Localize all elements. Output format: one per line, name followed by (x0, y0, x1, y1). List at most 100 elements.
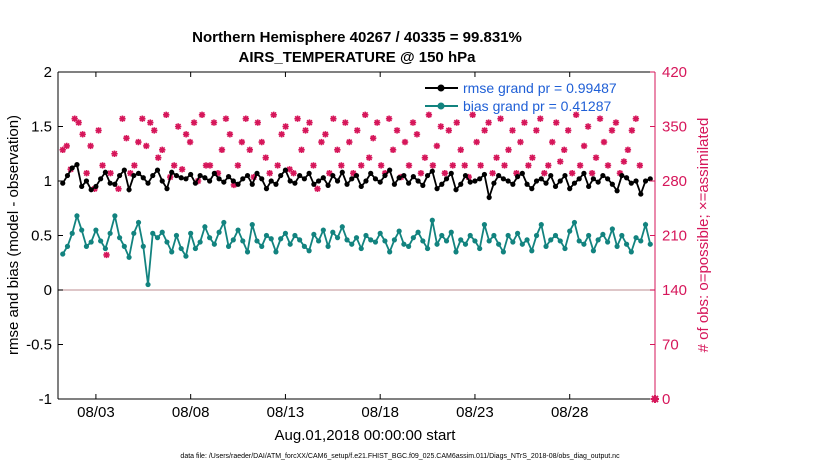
rmse-point (486, 194, 492, 200)
rmse-point (169, 169, 175, 175)
obs-count-point (143, 142, 150, 150)
obs-count-point (521, 119, 528, 126)
obs-count-point (620, 158, 628, 165)
obs-count-point (505, 146, 512, 154)
obs-count-point (163, 111, 170, 119)
rmse-point (391, 181, 398, 187)
rmse-point (297, 172, 303, 179)
bias-point (344, 237, 350, 243)
chart-title: Northern Hemisphere 40267 / 40335 = 99.8… (192, 29, 522, 46)
data-file-footer: data file: /Users/raeder/DAI/ATM_forcXX/… (180, 453, 620, 460)
obs-count-point (186, 138, 194, 146)
rmse-point (481, 171, 488, 178)
obs-count-point (99, 162, 106, 169)
obs-count-point (362, 111, 369, 119)
x-tick-label: 08/18 (361, 404, 399, 421)
bias-point (377, 230, 383, 236)
obs-count-point (553, 119, 560, 126)
obs-count-point (310, 162, 317, 169)
rmse-point (349, 176, 355, 182)
rmse-point (344, 181, 350, 187)
obs-count-point (290, 170, 297, 177)
rmse-point (273, 181, 279, 187)
obs-count-point (545, 162, 552, 169)
rmse-point (429, 168, 435, 174)
bias-point (154, 235, 161, 241)
bias-point (349, 241, 355, 247)
bias-point (647, 241, 653, 247)
rmse-point (586, 183, 592, 190)
obs-count-point (306, 119, 313, 126)
y-axis-ticks: -1 -0.5 0 0.5 1 1.5 2 (26, 64, 63, 408)
rmse-point (567, 186, 573, 192)
rmse-point (154, 167, 161, 173)
obs-count-point (222, 115, 230, 122)
bias-point (481, 222, 488, 228)
obs-count-point (83, 170, 90, 177)
obs-count-point (202, 162, 210, 169)
obs-count-point (318, 138, 325, 146)
rmse-point (505, 178, 511, 184)
y-right-tick-label: 140 (662, 282, 687, 299)
rmse-point (524, 181, 530, 187)
rmse-point (595, 179, 601, 185)
y-tick-label: 2 (44, 64, 52, 81)
bias-point (69, 230, 75, 236)
rmse-point (387, 167, 393, 173)
obs-count-point (230, 181, 238, 189)
obs-count-point (302, 127, 309, 134)
rmse-point (311, 181, 317, 187)
obs-count-point (389, 146, 397, 154)
bias-point (188, 230, 194, 236)
obs-count-point (449, 162, 456, 169)
obs-count-point (346, 138, 353, 146)
legend-bias-marker (437, 102, 445, 110)
obs-count-point (473, 138, 480, 146)
rmse-point (263, 186, 270, 192)
obs-count-point (525, 162, 532, 169)
bias-point (83, 243, 90, 249)
rmse-point (211, 170, 217, 176)
rmse-point (150, 172, 156, 179)
rmse-point (619, 172, 625, 179)
bias-point (98, 238, 104, 244)
rmse-point (439, 181, 445, 187)
rmse-point (282, 167, 289, 173)
bias-point (353, 235, 360, 241)
rmse-point (60, 180, 66, 186)
bias-point (135, 219, 142, 226)
rmse-point (69, 165, 75, 171)
rmse-point (633, 178, 639, 184)
obs-count-point (600, 138, 608, 146)
bias-point (467, 232, 473, 239)
rmse-point (614, 188, 620, 194)
rmse-point (590, 176, 597, 182)
rmse-point (202, 175, 208, 181)
bias-point (500, 249, 506, 255)
rmse-point (372, 176, 379, 182)
obs-count-point (465, 173, 472, 181)
rmse-point (102, 169, 108, 175)
obs-count-point (584, 123, 592, 130)
bias-point (60, 251, 66, 257)
obs-count-point (254, 119, 261, 126)
rmse-point (377, 179, 383, 185)
bias-point (595, 237, 601, 243)
obs-count-point (373, 119, 381, 126)
obs-count-point (377, 162, 385, 169)
bias-point (387, 249, 393, 255)
obs-count-point (409, 119, 417, 126)
rmse-point (453, 187, 459, 193)
bias-point (472, 238, 478, 244)
rmse-point (434, 186, 440, 192)
obs-count-point (103, 251, 110, 259)
rmse-point (628, 180, 634, 186)
obs-count-point (59, 146, 66, 154)
obs-count-point (429, 162, 437, 169)
obs-count-point (270, 111, 277, 119)
bias-point (605, 239, 611, 245)
rmse-point (268, 178, 274, 184)
obs-count-point (497, 115, 504, 122)
rmse-point (609, 181, 615, 187)
obs-count-point (170, 162, 178, 169)
